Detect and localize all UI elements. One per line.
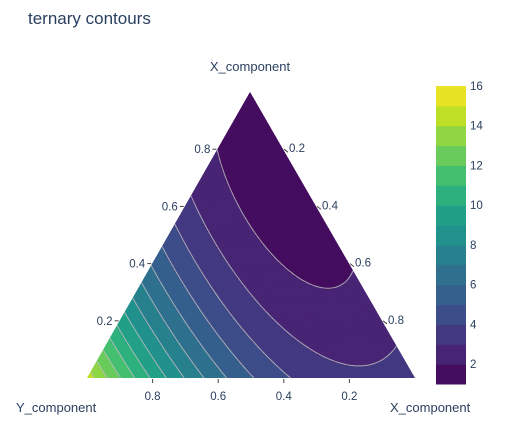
ternary-plot-area	[87, 92, 415, 378]
b-tick-4: 0.8	[145, 379, 161, 403]
chart-title: ternary contours	[28, 9, 151, 28]
a-tick-3: 0.6	[162, 201, 184, 213]
colorbar-band	[436, 225, 466, 246]
c-tick-2-label: 0.4	[322, 200, 339, 212]
colorbar-band	[436, 205, 466, 226]
c-tick-2: 0.4	[316, 200, 339, 212]
a-tick-2-label: 0.4	[129, 259, 146, 271]
colorbar-band	[436, 264, 466, 286]
contour-fill	[87, 92, 415, 378]
colorbar-tick-label: 8	[470, 240, 476, 252]
b-tick-2-label: 0.4	[276, 391, 293, 403]
a-tick-1-label: 0.2	[97, 316, 113, 328]
colorbar-tick-label: 6	[470, 280, 476, 292]
colorbar-tick-label: 2	[470, 359, 476, 371]
a-axis-ticks: 0.2 0.4 0.6 0.8	[97, 144, 217, 328]
a-tick-4: 0.8	[194, 144, 217, 156]
colorbar-band	[436, 344, 466, 365]
b-tick-2: 0.4	[276, 379, 293, 403]
c-tick-1: 0.2	[283, 143, 305, 155]
c-tick-4: 0.8	[382, 315, 404, 327]
colorbar-tick-label: 14	[470, 121, 483, 133]
c-tick-4-label: 0.8	[388, 315, 404, 327]
b-tick-3: 0.6	[210, 379, 226, 403]
c-axis-ticks: 0.2 0.4 0.6 0.8	[283, 143, 404, 327]
c-tick-3-label: 0.6	[355, 258, 371, 270]
colorbar-band	[436, 125, 466, 147]
colorbar-band	[436, 364, 466, 385]
c-tick-3: 0.6	[349, 258, 371, 270]
colorbar-band	[436, 165, 466, 186]
colorbar-tick-label: 4	[470, 319, 477, 331]
colorbar-band	[436, 185, 466, 206]
b-tick-1-label: 0.2	[341, 391, 357, 403]
colorbar: 2 4 6 8 10 12 14 16	[436, 81, 483, 385]
contour-lines	[90, 149, 397, 378]
colorbar-tick-label: 16	[470, 81, 483, 93]
colorbar-band	[436, 105, 466, 127]
b-tick-1: 0.2	[341, 379, 357, 403]
b-axis-ticks: 0.2 0.4 0.6 0.8	[145, 379, 357, 403]
a-axis-title: X_component	[210, 59, 291, 74]
colorbar-band	[436, 284, 466, 306]
a-tick-4-label: 0.8	[194, 144, 210, 156]
colorbar-band	[436, 304, 466, 325]
c-axis-title: X_component	[390, 400, 471, 415]
a-tick-1: 0.2	[97, 316, 119, 328]
colorbar-band	[436, 86, 466, 107]
b-tick-4-label: 0.8	[145, 391, 161, 403]
b-tick-3-label: 0.6	[210, 391, 226, 403]
colorbar-band	[436, 244, 466, 266]
a-tick-2: 0.4	[129, 259, 152, 271]
colorbar-band	[436, 324, 466, 345]
colorbar-tick-label: 10	[470, 200, 483, 212]
b-axis-title: Y_component	[16, 400, 97, 415]
c-tick-1-label: 0.2	[289, 143, 305, 155]
colorbar-band	[436, 145, 466, 166]
colorbar-tick-label: 12	[470, 160, 483, 172]
a-tick-3-label: 0.6	[162, 201, 178, 213]
